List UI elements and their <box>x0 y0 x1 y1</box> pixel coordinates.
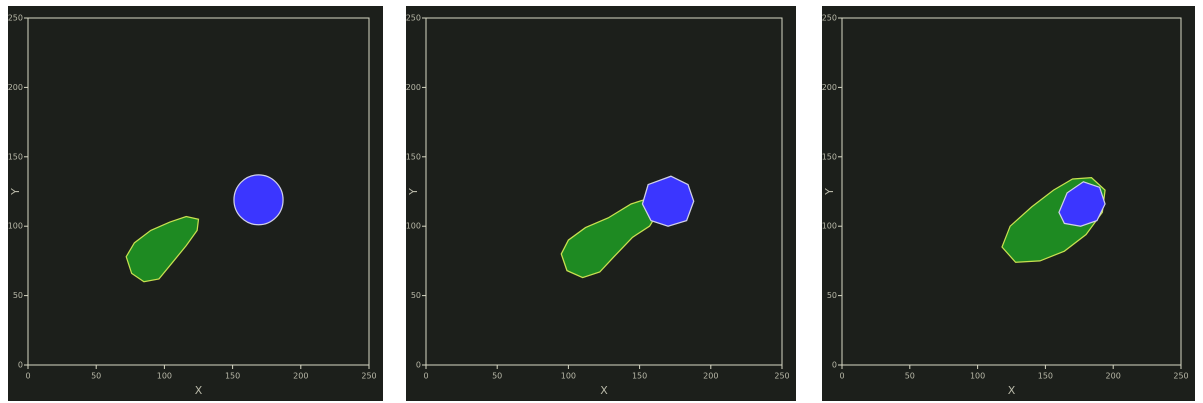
x-tick-label: 150 <box>632 372 647 381</box>
panel-background <box>8 6 383 401</box>
x-tick-label: 150 <box>225 372 240 381</box>
x-tick-label: 0 <box>839 372 844 381</box>
y-axis-label: Y <box>407 188 420 196</box>
x-axis-label: X <box>195 384 203 397</box>
y-tick-label: 50 <box>13 291 23 300</box>
blue-cell <box>234 175 283 225</box>
panel-background <box>822 6 1195 401</box>
y-tick-label: 250 <box>406 14 421 23</box>
x-tick-label: 0 <box>423 372 428 381</box>
x-tick-label: 250 <box>774 372 789 381</box>
y-tick-label: 150 <box>406 152 421 161</box>
y-tick-label: 50 <box>827 291 837 300</box>
y-tick-label: 0 <box>18 361 23 370</box>
x-tick-label: 150 <box>1038 372 1053 381</box>
y-tick-label: 50 <box>411 291 421 300</box>
x-tick-label: 100 <box>157 372 172 381</box>
y-tick-label: 150 <box>822 152 837 161</box>
y-tick-label: 150 <box>8 152 23 161</box>
y-tick-label: 0 <box>416 361 421 370</box>
y-axis-label: Y <box>823 188 836 196</box>
x-tick-label: 200 <box>1106 372 1121 381</box>
x-tick-label: 250 <box>361 372 376 381</box>
page: 0 50 100 150 200 250 0 50 100 150 200 250 X Y 0 50 100 1… <box>0 0 1203 403</box>
x-tick-label: 100 <box>970 372 985 381</box>
x-axis-label: X <box>1008 384 1016 397</box>
x-tick-label: 50 <box>91 372 101 381</box>
panel: 0 50 100 150 200 250 0 50 100 150 200 250 X Y <box>8 6 383 401</box>
x-tick-label: 250 <box>1173 372 1188 381</box>
panel: 0 50 100 150 200 250 0 50 100 150 200 250 X Y <box>822 6 1195 401</box>
y-tick-label: 0 <box>832 361 837 370</box>
y-tick-label: 200 <box>822 83 837 92</box>
y-tick-label: 250 <box>8 14 23 23</box>
y-tick-label: 100 <box>406 222 421 231</box>
x-tick-label: 200 <box>293 372 308 381</box>
y-axis-label: Y <box>9 188 22 196</box>
y-tick-label: 100 <box>822 222 837 231</box>
x-tick-label: 0 <box>25 372 30 381</box>
y-tick-label: 200 <box>406 83 421 92</box>
x-tick-label: 100 <box>561 372 576 381</box>
x-tick-label: 50 <box>905 372 915 381</box>
panel-background <box>406 6 796 401</box>
x-tick-label: 200 <box>703 372 718 381</box>
y-tick-label: 250 <box>822 14 837 23</box>
y-tick-label: 200 <box>8 83 23 92</box>
y-tick-label: 100 <box>8 222 23 231</box>
x-axis-label: X <box>600 384 608 397</box>
blue-cell <box>642 176 693 226</box>
panel: 0 50 100 150 200 250 0 50 100 150 200 250 X Y <box>406 6 796 401</box>
x-tick-label: 50 <box>492 372 502 381</box>
